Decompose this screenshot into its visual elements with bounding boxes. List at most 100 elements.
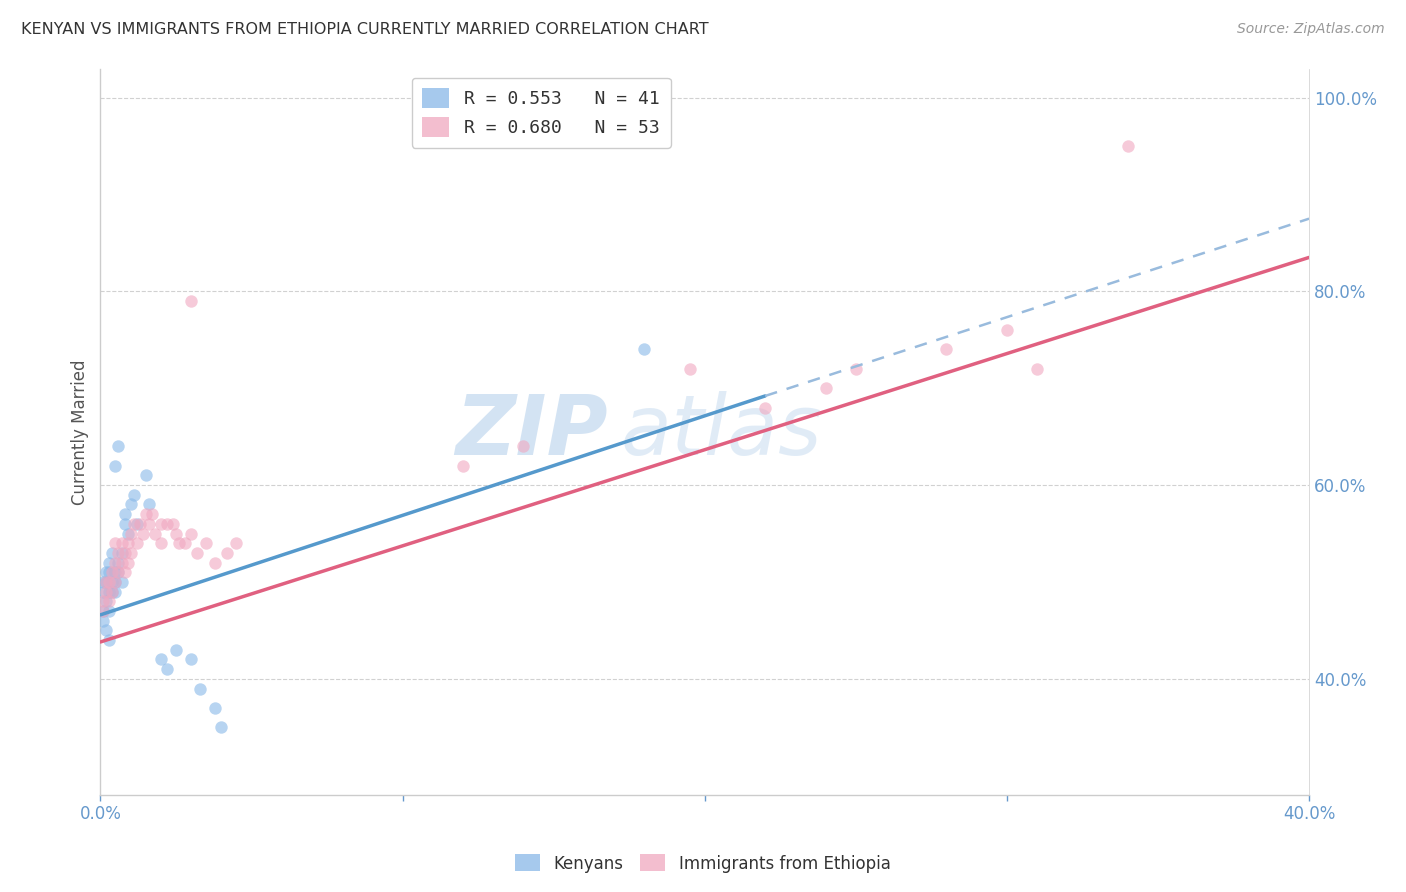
Point: [209, 720, 232, 734]
Point: [93, 604, 115, 618]
Point: [204, 701, 226, 715]
Point: [1116, 139, 1139, 153]
Point: [98, 574, 121, 589]
Point: [120, 498, 142, 512]
Point: [167, 536, 190, 550]
Text: Source: ZipAtlas.com: Source: ZipAtlas.com: [1237, 22, 1385, 37]
Point: [117, 526, 139, 541]
Point: [149, 536, 172, 550]
Point: [110, 556, 132, 570]
Point: [98, 566, 121, 580]
Point: [104, 574, 127, 589]
Point: [114, 516, 136, 531]
Point: [107, 556, 129, 570]
Point: [195, 536, 218, 550]
Point: [98, 594, 121, 608]
Point: [180, 526, 202, 541]
Legend: R = 0.553   N = 41, R = 0.680   N = 53: R = 0.553 N = 41, R = 0.680 N = 53: [412, 78, 671, 148]
Point: [93, 584, 115, 599]
Point: [141, 507, 163, 521]
Point: [107, 546, 129, 560]
Point: [114, 507, 136, 521]
Y-axis label: Currently Married: Currently Married: [72, 359, 89, 505]
Point: [935, 343, 957, 357]
Point: [174, 536, 197, 550]
Point: [101, 574, 124, 589]
Text: KENYAN VS IMMIGRANTS FROM ETHIOPIA CURRENTLY MARRIED CORRELATION CHART: KENYAN VS IMMIGRANTS FROM ETHIOPIA CURRE…: [21, 22, 709, 37]
Point: [156, 662, 179, 676]
Point: [217, 546, 239, 560]
Point: [678, 361, 700, 376]
Point: [165, 642, 187, 657]
Point: [104, 584, 127, 599]
Point: [93, 604, 115, 618]
Text: ZIP: ZIP: [456, 392, 607, 472]
Point: [1026, 361, 1049, 376]
Point: [104, 536, 127, 550]
Point: [451, 458, 474, 473]
Point: [180, 293, 202, 308]
Point: [98, 604, 121, 618]
Point: [149, 516, 172, 531]
Point: [131, 526, 153, 541]
Point: [135, 468, 157, 483]
Point: [225, 536, 247, 550]
Point: [633, 343, 655, 357]
Point: [98, 633, 121, 648]
Point: [845, 361, 868, 376]
Point: [96, 574, 118, 589]
Point: [117, 536, 139, 550]
Point: [138, 498, 160, 512]
Point: [995, 323, 1018, 337]
Legend: Kenyans, Immigrants from Ethiopia: Kenyans, Immigrants from Ethiopia: [509, 847, 897, 880]
Point: [135, 507, 157, 521]
Point: [122, 488, 145, 502]
Point: [165, 526, 187, 541]
Point: [128, 516, 150, 531]
Point: [204, 556, 226, 570]
Point: [138, 516, 160, 531]
Point: [93, 594, 115, 608]
Point: [110, 574, 132, 589]
Point: [104, 574, 127, 589]
Point: [814, 381, 837, 395]
Point: [120, 546, 142, 560]
Point: [104, 556, 127, 570]
Point: [101, 584, 124, 599]
Point: [186, 546, 208, 560]
Point: [96, 574, 118, 589]
Point: [180, 652, 202, 666]
Point: [96, 584, 118, 599]
Point: [114, 566, 136, 580]
Point: [101, 584, 124, 599]
Point: [107, 566, 129, 580]
Point: [101, 566, 124, 580]
Point: [110, 536, 132, 550]
Point: [149, 652, 172, 666]
Point: [101, 546, 124, 560]
Point: [125, 516, 148, 531]
Point: [107, 566, 129, 580]
Point: [114, 546, 136, 560]
Point: [107, 439, 129, 453]
Point: [188, 681, 211, 696]
Point: [93, 614, 115, 628]
Text: atlas: atlas: [620, 392, 821, 472]
Point: [98, 584, 121, 599]
Point: [512, 439, 534, 453]
Point: [120, 526, 142, 541]
Point: [162, 516, 184, 531]
Point: [96, 624, 118, 638]
Point: [125, 536, 148, 550]
Point: [104, 566, 127, 580]
Point: [143, 526, 166, 541]
Point: [104, 458, 127, 473]
Point: [98, 556, 121, 570]
Point: [156, 516, 179, 531]
Point: [96, 594, 118, 608]
Point: [96, 566, 118, 580]
Point: [110, 546, 132, 560]
Point: [754, 401, 776, 415]
Point: [122, 516, 145, 531]
Point: [93, 574, 115, 589]
